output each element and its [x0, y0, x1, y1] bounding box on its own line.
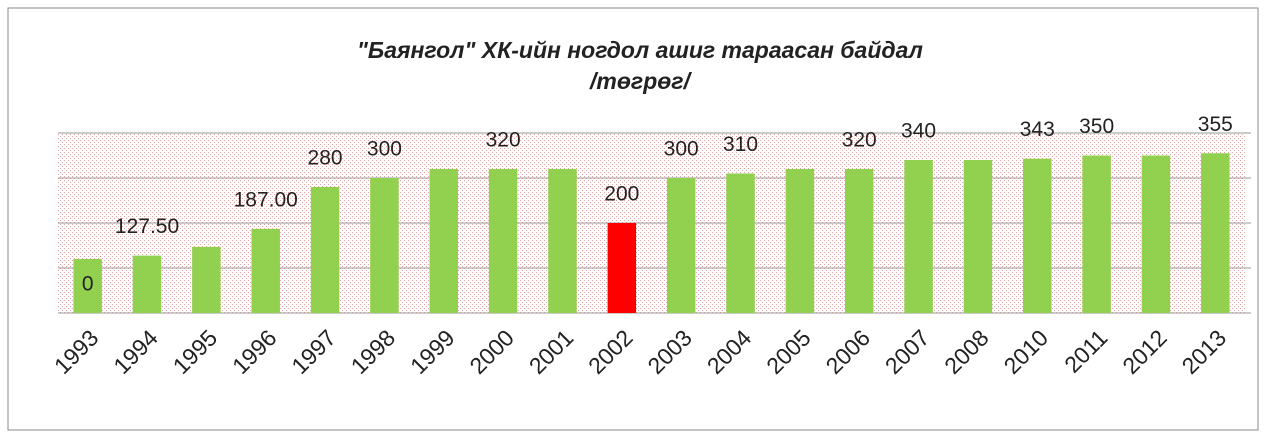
data-label: 280 — [308, 147, 343, 170]
bar — [548, 169, 577, 313]
bar — [963, 160, 993, 313]
bar — [370, 178, 399, 313]
data-label: 127.50 — [115, 215, 179, 238]
data-label: 310 — [723, 133, 758, 156]
bar — [844, 169, 874, 313]
bar — [73, 259, 102, 313]
bar — [1141, 155, 1171, 313]
bar — [132, 255, 162, 313]
bar — [488, 169, 518, 313]
data-label: 200 — [604, 183, 639, 206]
bar — [192, 246, 221, 313]
data-label: 340 — [901, 120, 936, 143]
annotation: 0 — [82, 273, 94, 296]
bar — [310, 187, 340, 313]
chart-subtitle: /төгрөг/ — [589, 68, 693, 94]
bar — [904, 160, 933, 313]
bar — [607, 223, 637, 313]
bar — [666, 178, 696, 313]
chart-title: "Баянгол" ХК-ийн ногдол ашиг тараасан ба… — [357, 37, 923, 63]
bar — [726, 173, 755, 313]
data-label: 187.00 — [234, 188, 298, 211]
bar — [429, 169, 459, 313]
data-label: 300 — [367, 138, 402, 161]
data-label: 355 — [1198, 113, 1233, 136]
bar — [785, 169, 815, 313]
bar — [1201, 153, 1230, 313]
bar — [251, 228, 280, 313]
data-label: 320 — [842, 129, 877, 152]
data-label: 343 — [1020, 118, 1055, 141]
data-label: 320 — [486, 129, 521, 152]
bar — [1023, 158, 1052, 313]
data-label: 300 — [664, 138, 699, 161]
data-label: 350 — [1079, 115, 1114, 138]
bar — [1082, 155, 1111, 313]
